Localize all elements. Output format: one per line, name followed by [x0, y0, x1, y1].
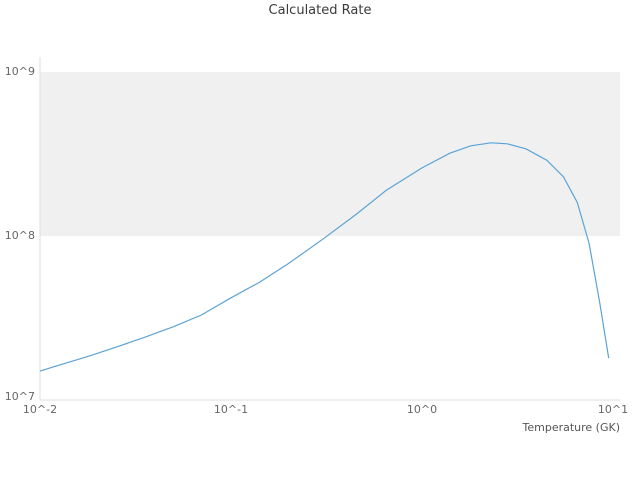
- x-tick-label-1e1: 10^1: [597, 403, 629, 416]
- rate-line-series: [39, 142, 610, 372]
- y-tick-label-1e8: 10^8: [4, 229, 35, 242]
- decade-band: [40, 72, 620, 236]
- x-axis-title: Temperature (GK): [522, 421, 621, 434]
- x-tick-label-1e-1: 10^-1: [213, 403, 249, 416]
- x-tick-label-1e-2: 10^-2: [22, 403, 58, 416]
- x-tick-label-1e0: 10^0: [406, 403, 438, 416]
- y-tick-label-1e7: 10^7: [4, 390, 35, 403]
- y-tick-label-1e9: 10^9: [4, 65, 35, 78]
- chart-title: Calculated Rate: [268, 3, 372, 18]
